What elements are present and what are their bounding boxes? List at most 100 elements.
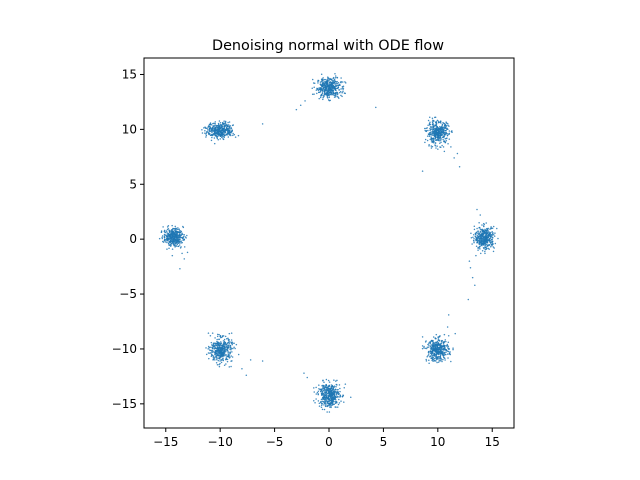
scatter-point: [340, 81, 342, 83]
scatter-point: [483, 225, 485, 228]
scatter-point: [215, 132, 217, 135]
scatter-point: [334, 73, 336, 75]
scatter-point: [170, 242, 173, 245]
scatter-point: [221, 128, 223, 131]
scatter-point: [443, 133, 446, 136]
scatter-point: [222, 344, 224, 346]
scatter-point: [318, 384, 320, 386]
scatter-point: [328, 387, 330, 390]
scatter-point: [446, 343, 449, 346]
scatter-point: [340, 88, 342, 90]
scatter-point: [317, 80, 319, 83]
scatter-point: [445, 122, 448, 124]
scatter-point: [325, 92, 327, 95]
scatter-point: [440, 141, 442, 143]
scatter-point: [235, 343, 238, 346]
scatter-point: [330, 395, 333, 397]
scatter-point: [213, 132, 216, 135]
scatter-point: [437, 348, 440, 351]
scatter-point: [186, 234, 188, 237]
scatter-point: [437, 346, 439, 349]
scatter-point: [331, 79, 333, 81]
scatter-point: [490, 226, 492, 228]
scatter-point: [230, 348, 232, 351]
scatter-point: [487, 236, 489, 238]
scatter-point: [210, 130, 213, 132]
scatter-point: [435, 352, 438, 354]
scatter-point: [431, 128, 433, 130]
scatter-point: [221, 121, 224, 124]
scatter-point: [325, 404, 327, 406]
scatter-point: [326, 397, 328, 399]
scatter-point: [436, 133, 438, 135]
scatter-point: [332, 389, 334, 391]
scatter-point: [480, 242, 483, 245]
scatter-point: [217, 342, 219, 345]
scatter-point: [226, 360, 229, 363]
scatter-point: [472, 239, 475, 242]
x-tick-label: −5: [266, 435, 284, 449]
scatter-point: [318, 87, 320, 89]
scatter-point: [484, 246, 486, 248]
scatter-point: [478, 232, 481, 234]
scatter-point: [488, 248, 490, 250]
scatter-point: [435, 349, 438, 351]
scatter-point: [229, 344, 232, 347]
scatter-point: [429, 352, 432, 354]
scatter-point: [214, 353, 216, 356]
scatter-point: [178, 240, 180, 242]
scatter-point: [167, 224, 170, 227]
scatter-point: [224, 120, 227, 123]
scatter-point: [480, 241, 482, 243]
scatter-point: [333, 389, 335, 391]
scatter-point: [212, 345, 215, 347]
scatter-point: [321, 94, 323, 97]
scatter-point: [428, 135, 431, 137]
scatter-point: [218, 346, 220, 349]
scatter-point: [179, 238, 181, 241]
scatter-point: [446, 326, 449, 328]
scatter-point: [332, 92, 335, 94]
scatter-point: [217, 359, 220, 362]
scatter-point: [444, 359, 446, 361]
scatter-point: [491, 234, 493, 236]
scatter-point: [225, 343, 228, 346]
scatter-point: [447, 341, 450, 344]
scatter-point: [169, 236, 172, 239]
scatter-point: [341, 395, 344, 398]
scatter-point: [311, 78, 314, 81]
scatter-point: [230, 355, 232, 357]
scatter-point: [442, 345, 445, 348]
scatter-point: [176, 243, 179, 246]
scatter-point: [427, 353, 430, 355]
scatter-point: [431, 117, 434, 120]
scatter-point: [487, 233, 490, 236]
scatter-point: [232, 347, 234, 350]
scatter-point: [322, 77, 324, 79]
scatter-point: [219, 134, 221, 136]
scatter-point: [482, 241, 484, 244]
scatter-point: [425, 127, 427, 130]
scatter-point: [205, 353, 208, 356]
scatter-point: [421, 347, 424, 350]
scatter-point: [439, 125, 441, 128]
scatter-point: [176, 233, 178, 236]
scatter-point: [223, 134, 226, 137]
scatter-point: [434, 344, 436, 347]
scatter-point: [330, 391, 333, 393]
scatter-point: [431, 348, 433, 350]
scatter-point: [432, 336, 435, 338]
scatter-point: [304, 100, 306, 102]
scatter-point: [450, 146, 452, 148]
scatter-point: [435, 138, 437, 141]
scatter-point: [215, 357, 218, 359]
scatter-point: [439, 136, 441, 138]
scatter-point: [216, 340, 218, 343]
scatter-point: [429, 355, 431, 357]
scatter-point: [447, 143, 449, 145]
scatter-point: [431, 137, 433, 140]
scatter-point: [470, 236, 473, 239]
scatter-point: [228, 343, 231, 345]
scatter-point: [486, 241, 488, 244]
scatter-point: [221, 133, 223, 136]
